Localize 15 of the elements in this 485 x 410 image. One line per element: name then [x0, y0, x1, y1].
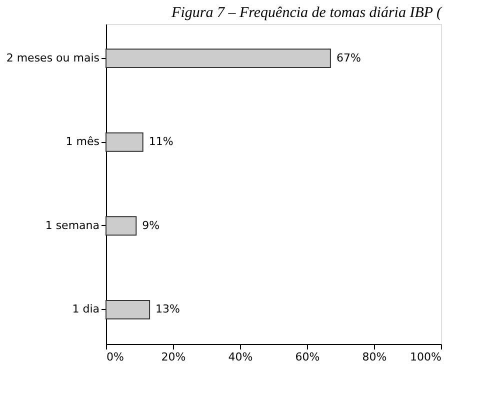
- chart-title: Figura 7 – Frequência de tomas diária IBP (: [170, 5, 442, 21]
- x-tick-label: 100%: [410, 350, 442, 364]
- x-tick-label: 60%: [295, 350, 320, 364]
- x-tick-label: 40%: [228, 350, 253, 364]
- data-label: 67%: [336, 51, 361, 64]
- x-tick-label: 80%: [362, 350, 387, 364]
- data-label: 11%: [148, 135, 174, 148]
- data-label: 13%: [156, 302, 180, 316]
- y-tick-label: 1 dia: [72, 302, 100, 316]
- y-tick-label: 1 semana: [45, 218, 100, 232]
- x-tick-label: 20%: [161, 350, 186, 364]
- x-tick-label: 0%: [106, 350, 124, 364]
- y-tick-label: 1 mês: [66, 135, 100, 148]
- y-tick-label: 2 meses ou mais: [6, 51, 100, 64]
- data-label: 9%: [142, 218, 160, 232]
